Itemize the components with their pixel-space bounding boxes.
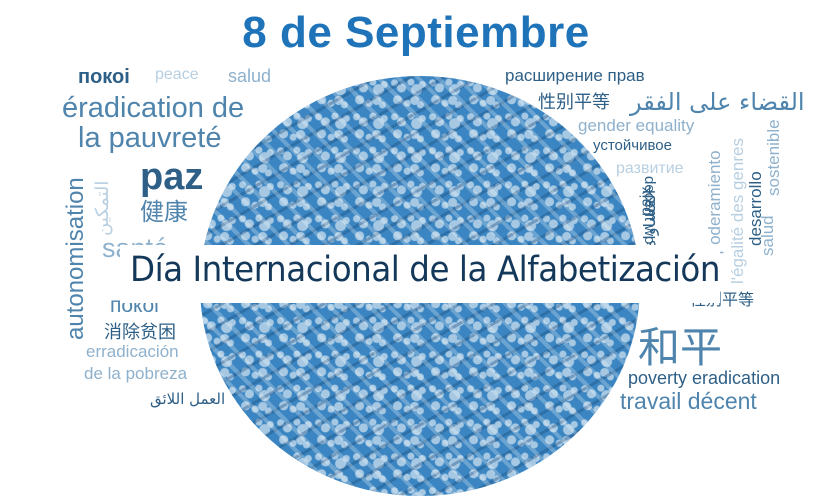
word-travail-decent: travail décent bbox=[620, 388, 757, 414]
word-salud-top: salud bbox=[228, 66, 272, 86]
word-xiaochu: 消除贫困 bbox=[104, 322, 176, 342]
word-egalite: l'égalité des genres bbox=[728, 138, 747, 284]
word-autonomisation: autonomisation bbox=[62, 177, 89, 340]
word-russian-top: расширение прав bbox=[505, 66, 645, 85]
word-sostenible: sostenible bbox=[764, 119, 783, 196]
word-eradication-1: éradication de bbox=[62, 92, 245, 124]
word-erradicacion-1: erradicación bbox=[86, 342, 179, 361]
word-arabic-bottom: العمل اللائق bbox=[150, 390, 226, 408]
word-heping: 和平 bbox=[638, 324, 723, 371]
word-ustoichivoe: устойчивое bbox=[593, 137, 672, 154]
word-erradicacion-2: de la pobreza bbox=[84, 364, 188, 383]
word-arabic-left: التمكين bbox=[92, 180, 113, 236]
word-jiankang: 健康 bbox=[140, 199, 188, 226]
banner-title: Día Internacional de la Alfabetización bbox=[130, 250, 721, 290]
word-peace-top: peace bbox=[155, 66, 199, 83]
word-eradication-2: la pauvreté bbox=[78, 122, 222, 154]
word-paz: paz bbox=[140, 156, 204, 198]
word-poverty-eradication: poverty eradication bbox=[628, 368, 781, 388]
banner-background bbox=[120, 245, 720, 303]
word-gender-equality: gender equality bbox=[578, 116, 695, 135]
word-chinese-top: 性别平等 bbox=[538, 92, 610, 112]
word-razvitie: развитие bbox=[616, 160, 684, 177]
word-pokoi-top: покоі bbox=[78, 66, 130, 88]
word-arabic-vertical: المساواة bbox=[640, 189, 659, 248]
page-title: 8 de Septiembre bbox=[242, 8, 590, 57]
word-arabic-top: القضاء على الفقر bbox=[630, 88, 805, 116]
word-salud-vertical: salud bbox=[758, 215, 777, 256]
